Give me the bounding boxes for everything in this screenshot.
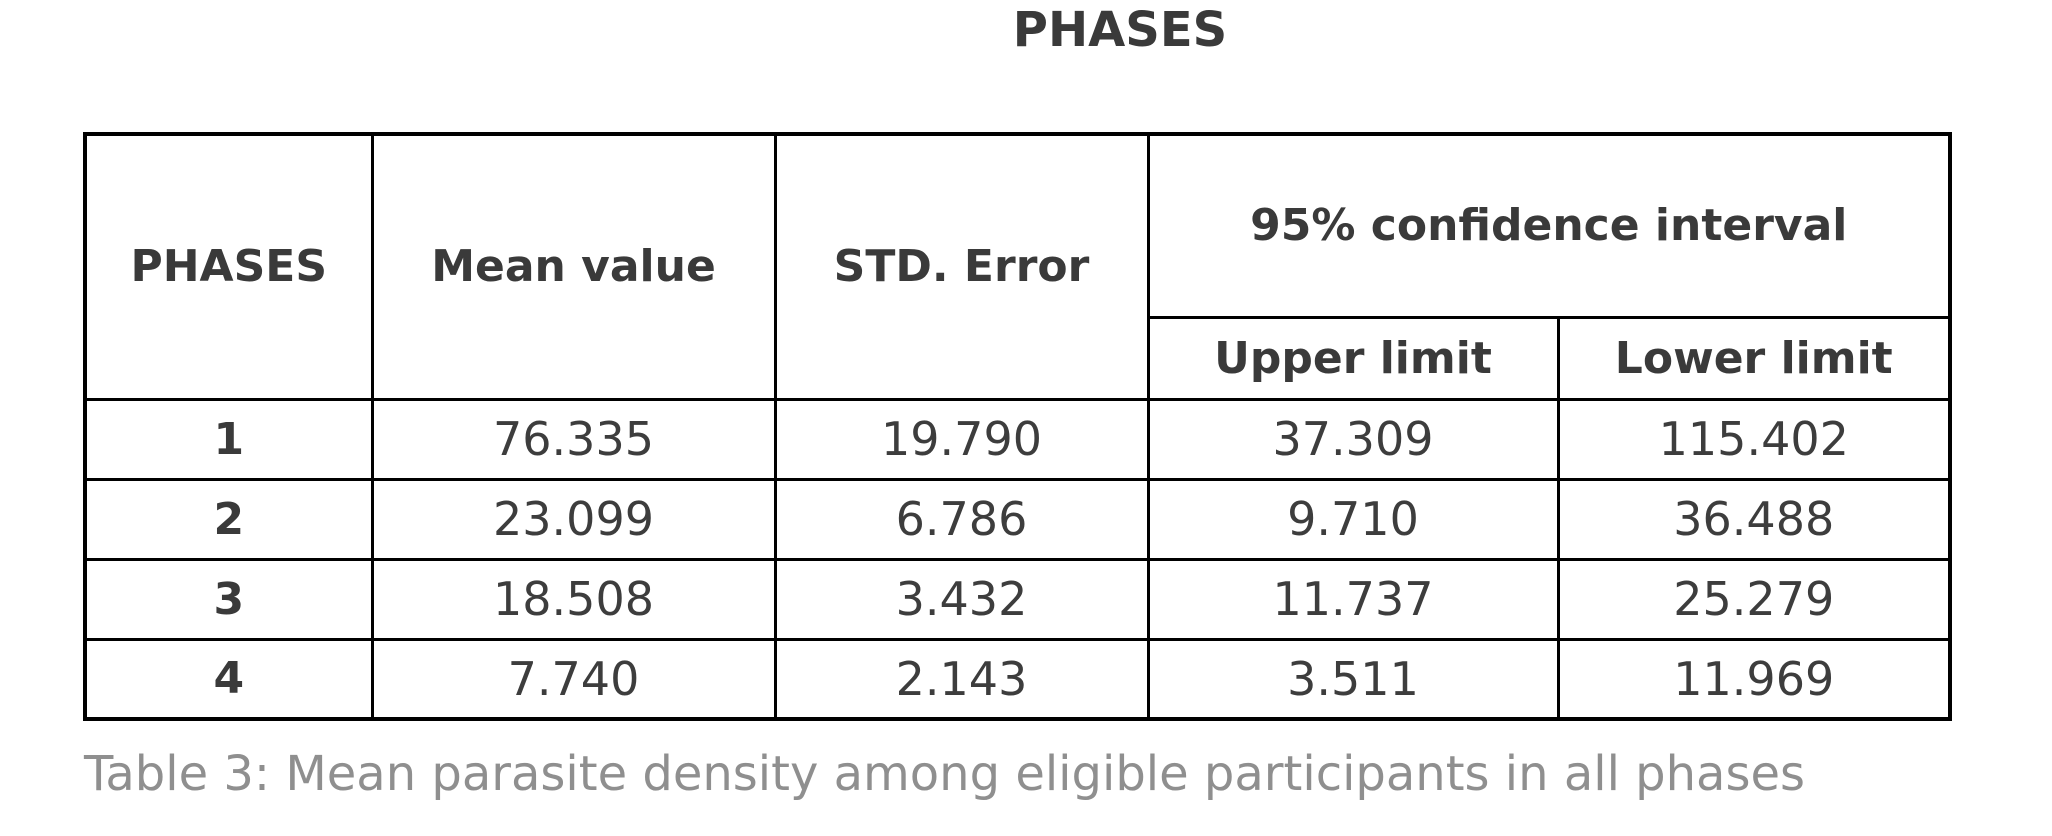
lower-limit-cell: 115.402 xyxy=(1556,397,1952,481)
col-header-lower-limit: Lower limit xyxy=(1556,315,1952,401)
upper-limit-cell: 37.309 xyxy=(1146,397,1560,481)
header-row-sub: Upper limit Lower limit xyxy=(85,315,1952,401)
col-header-upper-limit: Upper limit xyxy=(1146,315,1560,401)
table-row-phase-3: 3 18.508 3.432 11.737 25.279 xyxy=(83,557,1952,641)
mean-value-cell: 76.335 xyxy=(370,397,777,481)
mean-value-cell: 7.740 xyxy=(370,637,777,721)
phase-cell: 1 xyxy=(83,397,374,481)
page-title: PHASES xyxy=(1012,2,1228,58)
table-row-phase-1: 1 76.335 19.790 37.309 115.402 xyxy=(83,397,1952,481)
phase-cell: 2 xyxy=(83,477,374,561)
table-row-phase-2: 2 23.099 6.786 9.710 36.488 xyxy=(83,477,1952,561)
std-error-cell: 3.432 xyxy=(773,557,1150,641)
upper-limit-cell: 9.710 xyxy=(1146,477,1560,561)
col-header-confidence-interval: 95% confidence interval xyxy=(1146,132,1952,319)
std-error-cell: 6.786 xyxy=(773,477,1150,561)
table-row-phase-4: 4 7.740 2.143 3.511 11.969 xyxy=(83,637,1952,721)
lower-limit-cell: 11.969 xyxy=(1556,637,1952,721)
table-caption: Table 3: Mean parasite density among eli… xyxy=(84,746,1806,802)
col-header-mean-value: Mean value xyxy=(370,132,777,401)
std-error-cell: 2.143 xyxy=(773,637,1150,721)
std-error-cell: 19.790 xyxy=(773,397,1150,481)
phase-cell: 4 xyxy=(83,637,374,721)
col-header-phases: PHASES xyxy=(83,132,374,401)
lower-limit-cell: 36.488 xyxy=(1556,477,1952,561)
header-row-main: PHASES Mean value STD. Error 95% confide… xyxy=(83,132,1952,401)
mean-value-cell: 23.099 xyxy=(370,477,777,561)
mean-value-cell: 18.508 xyxy=(370,557,777,641)
phase-cell: 3 xyxy=(83,557,374,641)
col-header-std-error: STD. Error xyxy=(773,132,1150,401)
lower-limit-cell: 25.279 xyxy=(1556,557,1952,641)
upper-limit-cell: 3.511 xyxy=(1146,637,1560,721)
upper-limit-cell: 11.737 xyxy=(1146,557,1560,641)
phases-table: PHASES Mean value STD. Error 95% confide… xyxy=(83,132,1953,721)
